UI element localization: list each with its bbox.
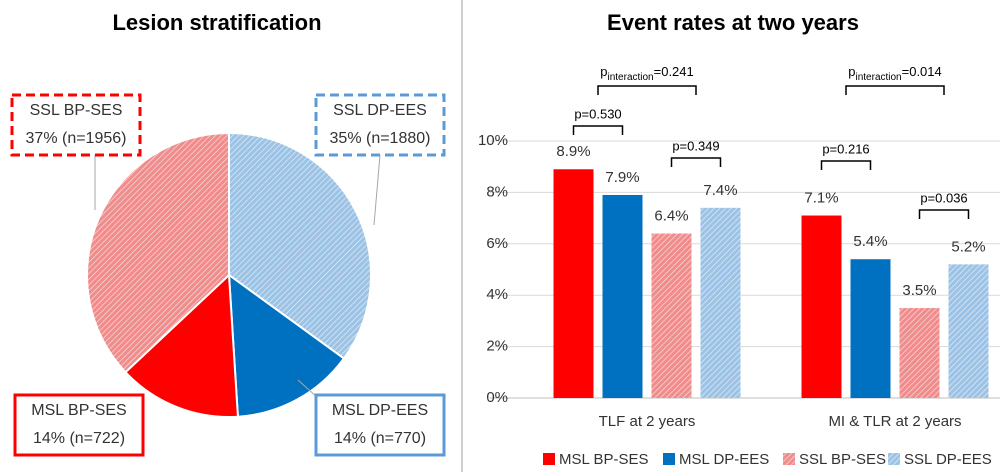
p-value: p=0.530 — [574, 106, 621, 121]
legend-swatch — [783, 453, 795, 465]
slice-label: SSL DP-EES — [333, 102, 427, 119]
slice-label: SSL BP-SES — [30, 102, 123, 119]
slice-label: MSL DP-EES — [332, 402, 428, 419]
bar-value-label: 6.4% — [654, 207, 688, 224]
interaction-part: p — [848, 64, 855, 79]
interaction-part: interaction — [855, 72, 901, 83]
x-tick-label: TLF at 2 years — [599, 413, 696, 430]
slice-value-label: 14% (n=722) — [33, 430, 125, 447]
pie-slice — [228, 131, 372, 360]
bar-value-label: 5.4% — [853, 233, 887, 250]
y-tick-label: 8% — [486, 183, 508, 200]
label-box — [13, 393, 145, 457]
slice-value-label: 37% (n=1956) — [26, 130, 127, 147]
bar — [651, 233, 692, 398]
interaction-part: =0.241 — [654, 64, 694, 79]
bracket — [572, 125, 624, 135]
p-value: p=0.216 — [822, 141, 869, 156]
bar — [850, 259, 891, 398]
pie-title: Lesion stratification — [112, 10, 321, 35]
bar-value-label: 7.1% — [804, 189, 838, 206]
p-value: p=0.349 — [672, 138, 719, 153]
bar-title: Event rates at two years — [607, 10, 859, 35]
legend-label: MSL BP-SES — [559, 451, 648, 468]
bracket — [670, 157, 722, 167]
legend-swatch — [888, 453, 900, 465]
bar-value-label: 3.5% — [902, 282, 936, 299]
label-box — [10, 93, 142, 157]
interaction-part: p — [600, 64, 607, 79]
pie-slice — [227, 272, 346, 418]
y-tick-label: 10% — [478, 132, 508, 149]
leader-line — [373, 154, 381, 226]
bracket — [820, 160, 872, 170]
y-tick-label: 6% — [486, 235, 508, 252]
legend-label: SSL BP-SES — [799, 451, 886, 468]
p-value: p=0.036 — [920, 190, 967, 205]
legend-swatch — [543, 453, 555, 465]
slice-label: MSL BP-SES — [31, 402, 126, 419]
bar-value-label: 5.2% — [951, 238, 985, 255]
bar-value-label: 7.4% — [703, 182, 737, 199]
label-box — [314, 93, 446, 157]
y-tick-label: 0% — [486, 389, 508, 406]
bar — [553, 169, 594, 398]
slice-value-label: 35% (n=1880) — [330, 130, 431, 147]
bar — [801, 215, 842, 398]
x-tick-label: MI & TLR at 2 years — [828, 413, 961, 430]
bar-value-label: 8.9% — [556, 143, 590, 160]
y-tick-label: 4% — [486, 286, 508, 303]
bracket — [845, 85, 945, 95]
interaction-p-value: pinteraction=0.241 — [600, 64, 694, 82]
pie-slice — [124, 272, 239, 418]
bar — [948, 264, 989, 398]
legend-swatch — [663, 453, 675, 465]
legend-label: MSL DP-EES — [679, 451, 769, 468]
bracket — [597, 85, 697, 95]
interaction-p-value: pinteraction=0.014 — [848, 64, 942, 82]
bar — [899, 308, 940, 398]
y-tick-label: 2% — [486, 338, 508, 355]
interaction-part: =0.014 — [902, 64, 942, 79]
pie-slice — [86, 131, 230, 374]
bar — [602, 194, 643, 398]
slice-value-label: 14% (n=770) — [334, 430, 426, 447]
bar — [700, 207, 741, 398]
legend-label: SSL DP-EES — [904, 451, 992, 468]
interaction-part: interaction — [607, 72, 653, 83]
bar-value-label: 7.9% — [605, 169, 639, 186]
label-box — [314, 393, 446, 457]
bracket — [918, 209, 970, 219]
